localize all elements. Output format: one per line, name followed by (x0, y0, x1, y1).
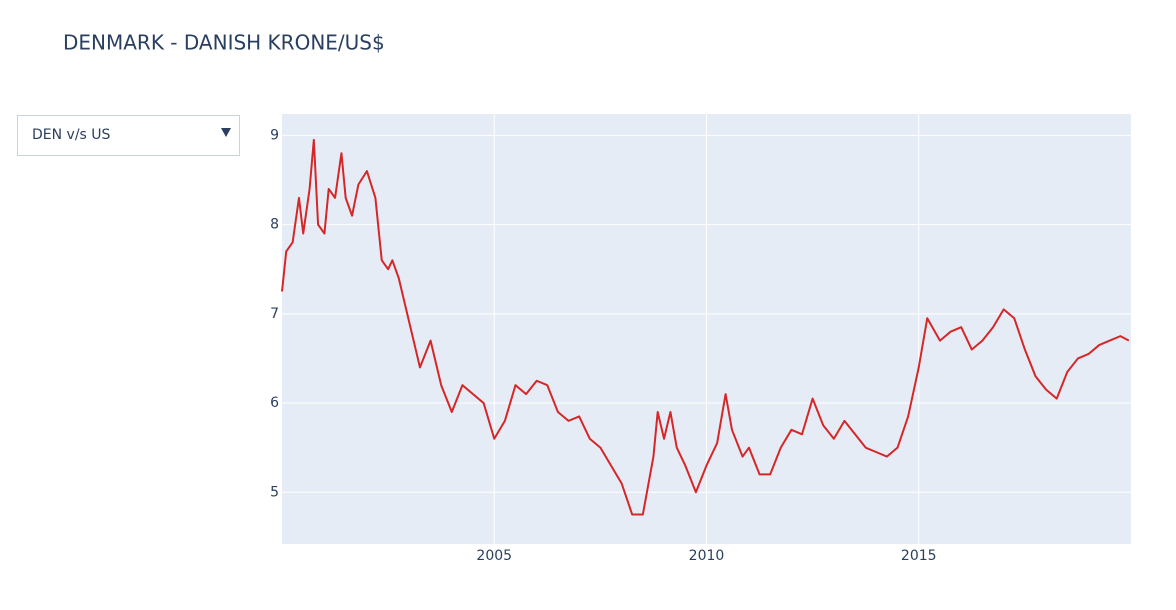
series-line (281, 138, 1130, 516)
x-tick-label: 2015 (901, 548, 937, 564)
y-tick-label: 9 (270, 127, 279, 143)
dropdown-label[interactable]: DEN v/s US (32, 127, 111, 143)
dropdown[interactable]: DEN v/s US (17, 115, 240, 156)
y-tick-label: 6 (270, 395, 279, 411)
x-tick-label: 2005 (476, 548, 512, 564)
chart-title: DENMARK - DANISH KRONE/US$ (63, 31, 385, 55)
dropdown-arrow[interactable] (221, 128, 231, 137)
y-tick-label: 8 (270, 217, 279, 233)
x-tick-label: 2010 (689, 548, 725, 564)
y-tick-label: 5 (270, 484, 279, 500)
y-tick-label: 7 (270, 306, 279, 322)
dropdown-box[interactable] (17, 115, 240, 156)
